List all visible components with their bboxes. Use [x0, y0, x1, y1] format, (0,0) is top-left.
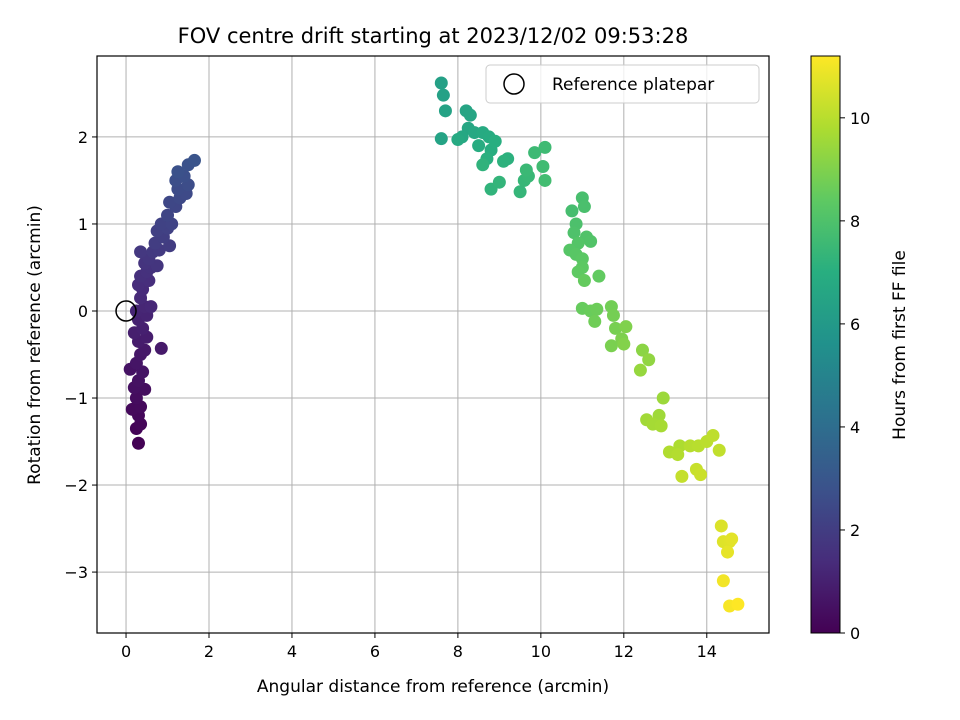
- scatter-point: [438, 104, 452, 118]
- scatter-point: [134, 245, 148, 259]
- scatter-point: [721, 545, 735, 559]
- scatter-point: [577, 200, 591, 214]
- colorbar-tick-label: 2: [850, 521, 860, 540]
- scatter-point: [154, 341, 168, 355]
- scatter-point: [436, 88, 450, 102]
- scatter-point: [171, 165, 185, 179]
- scatter-point: [731, 597, 745, 611]
- scatter-point: [606, 308, 620, 322]
- colorbar-tick-label: 0: [850, 624, 860, 643]
- scatter-point: [714, 519, 728, 533]
- scatter-point: [472, 139, 486, 153]
- scatter-point: [536, 160, 550, 174]
- scatter-point: [567, 226, 581, 240]
- colorbar-label: Hours from first FF file: [890, 250, 910, 440]
- y-tick-label: −3: [64, 563, 88, 582]
- scatter-point: [577, 274, 591, 288]
- x-tick-label: 6: [370, 642, 380, 661]
- scatter-point: [131, 436, 145, 450]
- colorbar: 0 2 4 6 8 10 Hours from first FF file: [810, 55, 910, 643]
- x-axis-ticks: 0 2 4 6 8 10 12 14: [121, 633, 717, 661]
- scatter-point: [538, 173, 552, 187]
- scatter-point: [434, 76, 448, 90]
- y-axis-label: Rotation from reference (arcmin): [25, 205, 45, 485]
- y-tick-label: 2: [78, 128, 88, 147]
- scatter-point: [588, 314, 602, 328]
- legend: Reference platepar: [485, 64, 760, 104]
- scatter-point: [513, 185, 527, 199]
- scatter-point: [584, 234, 598, 248]
- scatter-point: [590, 302, 604, 316]
- chart-title: FOV centre drift starting at 2023/12/02 …: [178, 24, 689, 48]
- x-tick-label: 4: [287, 642, 297, 661]
- y-axis-ticks: −3 −2 −1 0 1 2: [64, 128, 97, 582]
- scatter-point: [712, 443, 726, 457]
- colorbar-tick-label: 10: [850, 109, 870, 128]
- scatter-point: [604, 339, 618, 353]
- scatter-point: [706, 428, 720, 442]
- scatter-point: [565, 204, 579, 218]
- scatter-point: [528, 146, 542, 160]
- x-tick-label: 12: [614, 642, 634, 661]
- scatter-point: [633, 363, 647, 377]
- colorbar-gradient: [810, 55, 841, 634]
- y-tick-label: −2: [64, 476, 88, 495]
- colorbar-tick-label: 6: [850, 315, 860, 334]
- x-tick-label: 10: [531, 642, 551, 661]
- scatter-point: [519, 163, 533, 177]
- plot-frame: [96, 55, 770, 634]
- scatter-point: [656, 391, 670, 405]
- reference-platepar-marker: [115, 300, 137, 322]
- legend-label-reference: Reference platepar: [552, 75, 714, 95]
- x-tick-label: 14: [697, 642, 717, 661]
- scatter-point: [144, 300, 158, 314]
- x-axis-label: Angular distance from reference (arcmin): [257, 677, 609, 697]
- scatter-point: [538, 140, 552, 154]
- scatter-point: [609, 321, 623, 335]
- scatter-points: [123, 76, 745, 613]
- scatter-point: [488, 134, 502, 148]
- x-tick-label: 0: [121, 642, 131, 661]
- scatter-point: [592, 269, 606, 283]
- legend-reference-marker: [503, 73, 525, 95]
- scatter-point: [476, 158, 490, 172]
- scatter-point: [497, 154, 511, 168]
- scatter-point: [716, 574, 730, 588]
- colorbar-ticks: 0 2 4 6 8 10: [840, 109, 870, 643]
- scatter-point: [617, 337, 631, 351]
- y-tick-label: −1: [64, 389, 88, 408]
- y-tick-label: 0: [78, 302, 88, 321]
- scatter-point: [671, 448, 685, 462]
- x-tick-label: 2: [204, 642, 214, 661]
- scatter-point: [451, 133, 465, 147]
- scatter-point: [619, 320, 633, 334]
- colorbar-tick-label: 4: [850, 418, 860, 437]
- x-tick-label: 8: [453, 642, 463, 661]
- scatter-point: [129, 391, 143, 405]
- reference-marker-layer: [115, 300, 137, 322]
- scatter-point: [434, 132, 448, 146]
- y-tick-label: 1: [78, 215, 88, 234]
- scatter-point: [187, 153, 201, 167]
- scatter-point: [725, 532, 739, 546]
- scatter-point: [161, 208, 175, 222]
- scatter-point: [675, 469, 689, 483]
- scatter-point: [463, 108, 477, 122]
- scatter-point: [163, 195, 177, 209]
- scatter-point: [694, 468, 708, 482]
- scatter-point: [492, 175, 506, 189]
- legend-box: [485, 64, 760, 104]
- colorbar-tick-label: 8: [850, 212, 860, 231]
- scatter-point: [654, 419, 668, 433]
- scatter-point: [642, 353, 656, 367]
- scatter-point: [635, 343, 649, 357]
